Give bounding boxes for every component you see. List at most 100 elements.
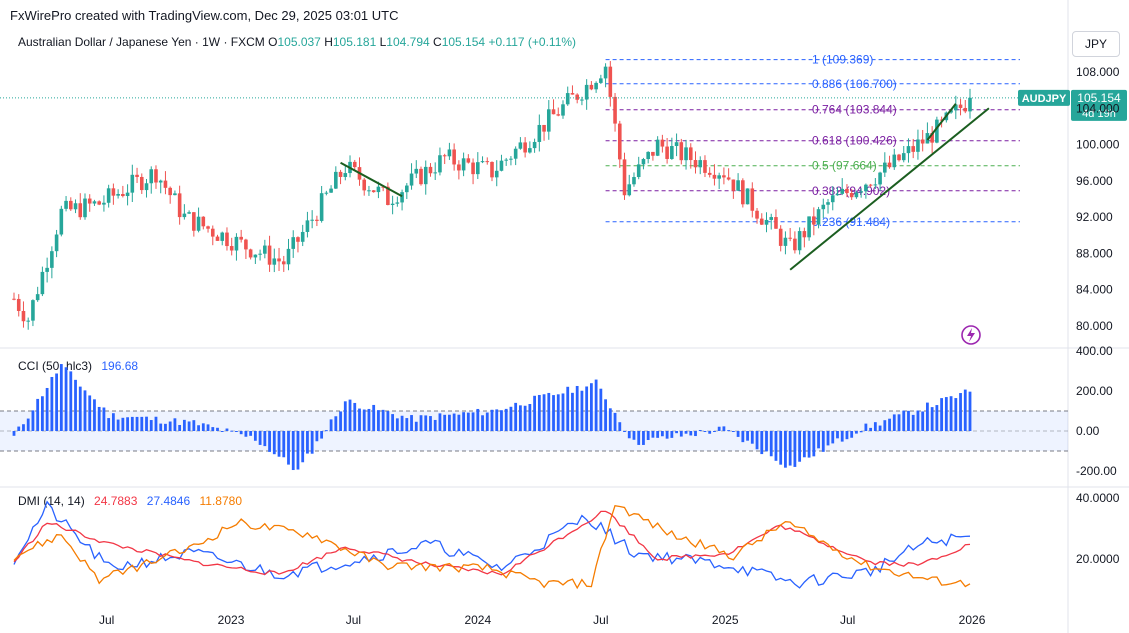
- cci-bar: [116, 419, 120, 431]
- candle-body: [513, 148, 518, 159]
- candle-body: [892, 154, 897, 168]
- candle-body: [717, 175, 721, 179]
- trendline: [926, 103, 957, 141]
- candle-body: [617, 123, 622, 160]
- candle-body: [608, 66, 613, 97]
- candle-body: [594, 82, 598, 90]
- candle-body: [660, 139, 665, 147]
- cci-bar: [88, 395, 92, 431]
- dmi-tick-label: 20.0000: [1076, 552, 1120, 566]
- cci-tick-label: 200.00: [1076, 384, 1113, 398]
- dmi-minus-value: 27.4846: [146, 494, 191, 508]
- high-value: 105.181: [332, 35, 377, 49]
- cci-value: 196.68: [101, 359, 139, 373]
- cci-bar: [17, 426, 21, 431]
- candle-body: [139, 176, 144, 191]
- candle-body: [83, 198, 87, 218]
- dmi-plus-value: 24.7883: [94, 494, 138, 508]
- candle-body: [651, 151, 655, 156]
- cci-bar: [268, 431, 271, 452]
- candle-body: [144, 183, 149, 191]
- candle-body: [830, 195, 835, 203]
- close-value: 105.154: [441, 35, 486, 49]
- cci-bar: [164, 423, 167, 431]
- time-tick-label: 2026: [959, 613, 986, 627]
- cci-bar: [45, 387, 49, 431]
- cci-bar: [353, 402, 357, 431]
- cci-bar: [320, 431, 324, 439]
- price-tag-countdown: 4d 19h: [1082, 108, 1116, 120]
- cci-bar: [528, 404, 532, 431]
- candle-body: [845, 188, 849, 194]
- cci-bar: [410, 415, 413, 431]
- symbol-legend[interactable]: Australian Dollar / Japanese Yen · 1W · …: [18, 35, 576, 49]
- candle-body: [471, 162, 475, 175]
- candle-body: [376, 186, 381, 193]
- cci-bar: [485, 412, 489, 431]
- cci-title-params: 50, hlc3): [46, 359, 93, 373]
- dmi-pane[interactable]: [13, 500, 971, 590]
- candle-body: [797, 231, 802, 251]
- cci-bar: [220, 431, 224, 432]
- time-tick-label: Jul: [346, 613, 361, 627]
- candle-body: [196, 216, 201, 231]
- cci-bar: [660, 431, 664, 437]
- dmi-legend[interactable]: DMI (14, 14) 24.7883 27.4846 11.8780: [18, 494, 242, 508]
- candle-body: [528, 148, 532, 153]
- time-tick-label: Jul: [99, 613, 114, 627]
- dmi-minus-line: [13, 500, 971, 589]
- cci-bar: [244, 431, 248, 437]
- cci-bar: [372, 404, 376, 431]
- cci-bar: [433, 419, 437, 431]
- candle-body: [64, 200, 68, 209]
- candle-body: [201, 216, 206, 227]
- cci-bar: [462, 412, 466, 431]
- candle-body: [622, 159, 627, 196]
- cci-bar: [471, 412, 475, 431]
- candle-body: [688, 147, 693, 161]
- cci-bar: [263, 431, 267, 447]
- cci-bar: [277, 431, 281, 457]
- cci-bar: [192, 420, 196, 431]
- candle-body: [883, 162, 887, 173]
- cci-bar: [935, 405, 939, 431]
- currency-button[interactable]: JPY: [1072, 31, 1120, 57]
- cci-bar: [135, 416, 139, 431]
- cci-bar: [627, 431, 631, 439]
- candle-body: [16, 298, 21, 311]
- candle-body: [220, 232, 225, 241]
- candle-body: [556, 114, 561, 116]
- cci-pane[interactable]: [0, 364, 1068, 471]
- cci-bar: [216, 427, 219, 431]
- price-tick-label: 96.000: [1076, 174, 1113, 188]
- candle-body: [461, 158, 466, 171]
- cci-bar: [334, 416, 338, 431]
- candle-body: [40, 271, 45, 295]
- cci-bar: [168, 421, 172, 431]
- candle-body: [423, 166, 428, 185]
- lightning-icon: [961, 325, 981, 345]
- candle-body: [111, 188, 116, 196]
- cci-bar: [391, 414, 395, 431]
- candle-body: [490, 161, 494, 178]
- cci-bar: [50, 376, 54, 431]
- candle-body: [499, 160, 504, 171]
- candle-body: [561, 104, 565, 116]
- cci-legend[interactable]: CCI (50, hlc3) 196.68: [18, 359, 138, 373]
- candle-body: [816, 209, 821, 225]
- candle-body: [518, 142, 523, 149]
- price-pane[interactable]: 1 (109.369) 0.886 (106.700) 0.764 (103.844…: [0, 53, 1127, 345]
- cci-bar: [594, 379, 598, 431]
- cci-bar: [746, 431, 749, 441]
- cci-bar: [126, 417, 129, 431]
- cci-bar: [490, 409, 494, 431]
- dmi-adx-value: 11.8780: [199, 494, 243, 508]
- candle-body: [319, 193, 324, 221]
- cci-bar: [968, 391, 972, 431]
- candle-body: [632, 177, 636, 185]
- candle-body: [182, 213, 187, 218]
- candle-body: [736, 180, 740, 191]
- cci-bar: [547, 392, 551, 431]
- cci-bar: [518, 405, 522, 431]
